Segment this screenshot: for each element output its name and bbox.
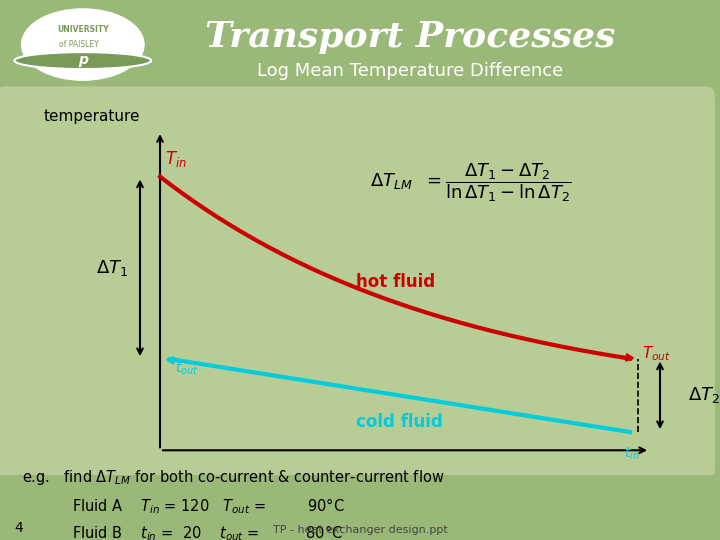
FancyBboxPatch shape <box>526 0 720 120</box>
Text: Fluid B    $t_{in}$ =  20    $t_{out}$ =          80°C: Fluid B $t_{in}$ = 20 $t_{out}$ = 80°C <box>72 523 343 540</box>
Text: $\Delta T_2$: $\Delta T_2$ <box>688 386 720 406</box>
Text: TP - heat exchanger design.ppt: TP - heat exchanger design.ppt <box>273 524 447 535</box>
Text: Fluid A    $T_{in}$ = 120   $T_{out}$ =         90°C: Fluid A $T_{in}$ = 120 $T_{out}$ = 90°C <box>72 496 345 516</box>
Text: temperature: temperature <box>43 109 140 124</box>
Text: Transport Processes: Transport Processes <box>205 19 616 53</box>
Text: hot fluid: hot fluid <box>356 273 436 291</box>
Ellipse shape <box>22 9 144 80</box>
Text: $\Delta T_1$: $\Delta T_1$ <box>96 258 128 278</box>
Text: e.g.   find $\Delta T_{LM}$ for both co-current & counter-current flow: e.g. find $\Delta T_{LM}$ for both co-cu… <box>22 468 444 487</box>
Text: $T_{out}$: $T_{out}$ <box>642 345 671 363</box>
FancyBboxPatch shape <box>0 86 715 480</box>
Text: Log Mean Temperature Difference: Log Mean Temperature Difference <box>257 62 564 80</box>
Text: p: p <box>78 53 88 67</box>
Text: UNIVERSITY: UNIVERSITY <box>57 25 109 34</box>
Text: 4: 4 <box>14 521 23 535</box>
Circle shape <box>14 52 151 69</box>
Text: $t_{out}$: $t_{out}$ <box>175 361 199 377</box>
Text: $\Delta T_{LM}$  $= \dfrac{\Delta T_1 - \Delta T_2}{\ln \Delta T_1 - \ln \Delta : $\Delta T_{LM}$ $= \dfrac{\Delta T_1 - \… <box>370 161 572 204</box>
Text: cold fluid: cold fluid <box>356 413 443 431</box>
Text: $T_{in}$: $T_{in}$ <box>165 148 187 168</box>
Text: $t_{in}$: $t_{in}$ <box>624 446 640 462</box>
Text: of PAISLEY: of PAISLEY <box>58 40 99 49</box>
